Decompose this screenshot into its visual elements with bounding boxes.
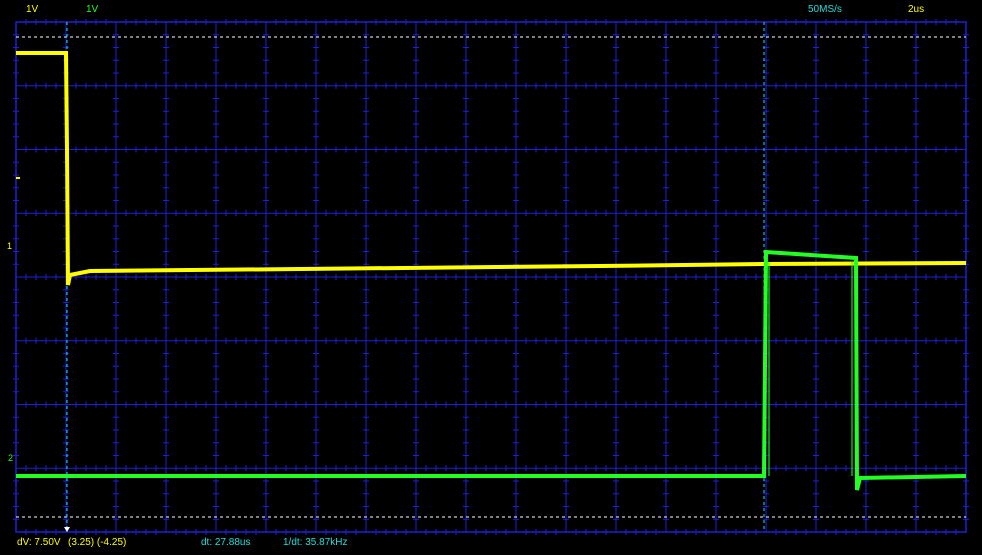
cursor-voltage-values: (3.25) (-4.25) bbox=[68, 537, 127, 548]
ch1-trace bbox=[16, 51, 967, 286]
sample-rate: 50MS/s bbox=[808, 4, 842, 15]
ch1-ground-marker[interactable]: 1 bbox=[7, 241, 13, 251]
ch2-trace bbox=[16, 249, 967, 491]
graticule-ticks bbox=[13, 19, 969, 535]
inverse-delta-time: 1/dt: 35.87kHz bbox=[283, 537, 348, 548]
timebase[interactable]: 2us bbox=[908, 4, 925, 15]
ch1-scale[interactable]: 1V bbox=[26, 4, 39, 15]
trigger-position-marker[interactable] bbox=[64, 527, 70, 532]
delta-time: dt: 27.88us bbox=[201, 537, 251, 548]
ch2-ground-marker[interactable]: 2 bbox=[8, 453, 14, 463]
delta-voltage: dV: 7.50V bbox=[17, 537, 61, 548]
graticule-grid bbox=[16, 22, 966, 532]
ch2-scale[interactable]: 1V bbox=[86, 4, 99, 15]
